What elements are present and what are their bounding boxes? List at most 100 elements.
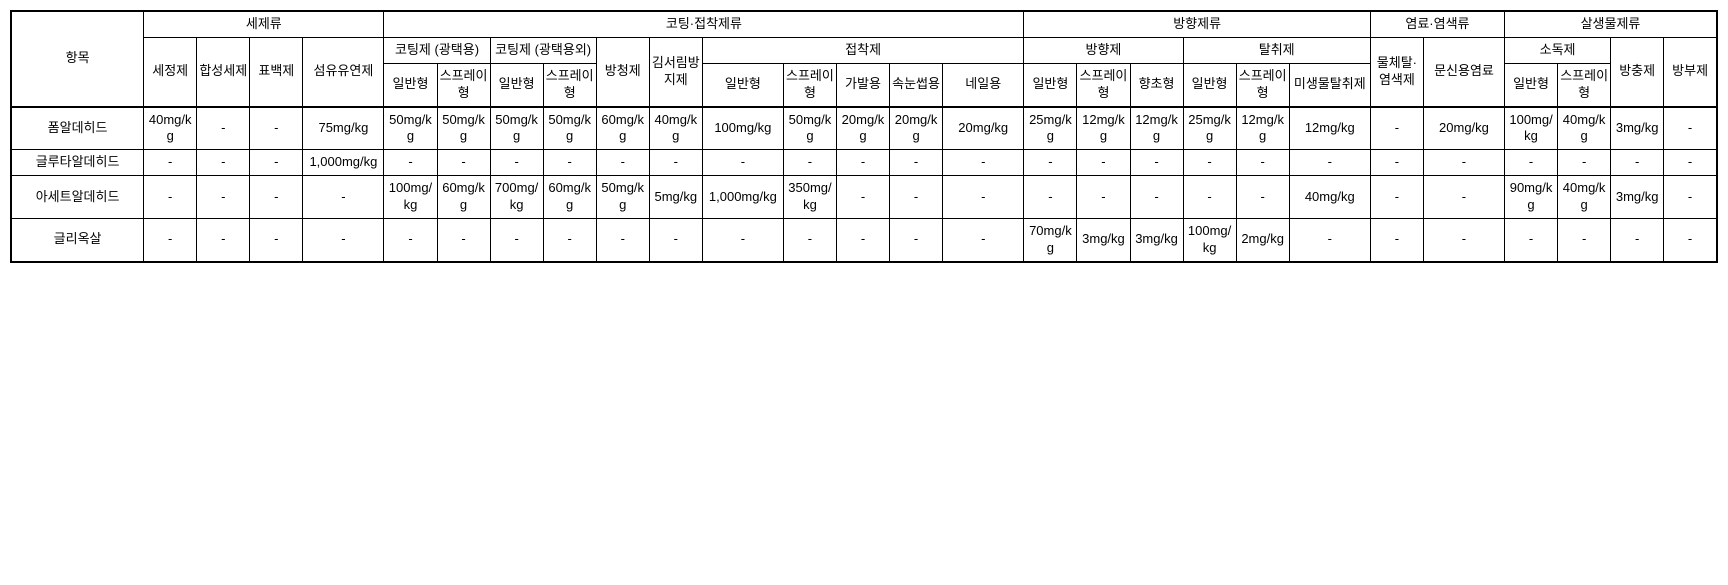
- data-cell: 20mg/kg: [836, 107, 889, 150]
- data-cell: -: [144, 219, 197, 262]
- header-rust: 방청제: [596, 37, 649, 106]
- data-cell: -: [1183, 176, 1236, 219]
- header-cleaner: 세정제: [144, 37, 197, 106]
- data-cell: -: [1611, 219, 1664, 262]
- data-cell: -: [836, 176, 889, 219]
- data-cell: -: [1130, 176, 1183, 219]
- data-cell: 12mg/kg: [1289, 107, 1370, 150]
- header-deodorant-general: 일반형: [1183, 63, 1236, 106]
- data-cell: -: [1236, 176, 1289, 219]
- data-cell: 50mg/kg: [596, 176, 649, 219]
- data-cell: -: [702, 150, 783, 176]
- header-g4: 염료·염색류: [1370, 11, 1504, 37]
- header-adhesive-spray: 스프레이형: [783, 63, 836, 106]
- data-cell: -: [1423, 219, 1504, 262]
- header-coat-nongloss: 코팅제 (광택용외): [490, 37, 596, 63]
- data-cell: -: [1236, 150, 1289, 176]
- header-disinfect-general: 일반형: [1505, 63, 1558, 106]
- data-cell: 50mg/kg: [437, 107, 490, 150]
- data-cell: -: [783, 219, 836, 262]
- data-cell: -: [144, 176, 197, 219]
- data-cell: 2mg/kg: [1236, 219, 1289, 262]
- header-synth: 합성세제: [197, 37, 250, 106]
- data-cell: 60mg/kg: [596, 107, 649, 150]
- header-g2: 코팅·접착제류: [384, 11, 1024, 37]
- header-adhesive-household: 가발용: [836, 63, 889, 106]
- data-cell: 40mg/kg: [1558, 107, 1611, 150]
- header-adhesive: 접착제: [702, 37, 1024, 63]
- header-deodorant-spray: 스프레이형: [1236, 63, 1289, 106]
- header-bleach: 표백제: [250, 37, 303, 106]
- data-cell: -: [303, 219, 384, 262]
- header-coat-gloss-general: 일반형: [384, 63, 437, 106]
- table-row: 아세트알데히드----100mg/kg60mg/kg700mg/kg60mg/k…: [11, 176, 1717, 219]
- data-cell: -: [543, 150, 596, 176]
- data-cell: 70mg/kg: [1024, 219, 1077, 262]
- data-cell: -: [1664, 176, 1717, 219]
- header-coat-gloss-spray: 스프레이형: [437, 63, 490, 106]
- data-cell: 50mg/kg: [783, 107, 836, 150]
- data-cell: -: [1558, 150, 1611, 176]
- header-fragrance: 방향제: [1024, 37, 1183, 63]
- data-cell: 5mg/kg: [649, 176, 702, 219]
- data-cell: -: [197, 219, 250, 262]
- data-cell: -: [490, 150, 543, 176]
- data-cell: -: [783, 150, 836, 176]
- data-cell: -: [649, 219, 702, 262]
- data-cell: 90mg/kg: [1505, 176, 1558, 219]
- data-cell: -: [303, 176, 384, 219]
- data-cell: -: [384, 150, 437, 176]
- data-cell: 1,000mg/kg: [303, 150, 384, 176]
- header-deodorant-microbial: 미생물탈취제: [1289, 63, 1370, 106]
- data-cell: -: [1183, 150, 1236, 176]
- data-cell: -: [490, 219, 543, 262]
- data-cell: 12mg/kg: [1077, 107, 1130, 150]
- data-cell: -: [197, 176, 250, 219]
- limits-table: 항목 세제류 코팅·접착제류 방향제류 염료·염색류 살생물제류 세정제 합성세…: [10, 10, 1718, 263]
- data-cell: -: [250, 150, 303, 176]
- data-cell: -: [1289, 219, 1370, 262]
- data-cell: 3mg/kg: [1611, 107, 1664, 150]
- header-coat-gloss: 코팅제 (광택용): [384, 37, 490, 63]
- header-dyeremover: 물체탈·염색제: [1370, 37, 1423, 106]
- data-cell: 1,000mg/kg: [702, 176, 783, 219]
- data-cell: -: [1370, 107, 1423, 150]
- data-cell: -: [1505, 150, 1558, 176]
- data-cell: 100mg/kg: [1505, 107, 1558, 150]
- header-tattoo: 문신용염료: [1423, 37, 1504, 106]
- data-cell: -: [1289, 150, 1370, 176]
- table-row: 폼알데히드40mg/kg--75mg/kg50mg/kg50mg/kg50mg/…: [11, 107, 1717, 150]
- header-coat-nongloss-general: 일반형: [490, 63, 543, 106]
- data-cell: 700mg/kg: [490, 176, 543, 219]
- data-cell: -: [836, 219, 889, 262]
- data-cell: -: [1423, 176, 1504, 219]
- data-cell: -: [1611, 150, 1664, 176]
- data-cell: -: [596, 150, 649, 176]
- data-cell: -: [1370, 219, 1423, 262]
- data-cell: 25mg/kg: [1183, 107, 1236, 150]
- data-cell: 20mg/kg: [943, 107, 1024, 150]
- data-cell: -: [250, 176, 303, 219]
- data-cell: -: [1664, 219, 1717, 262]
- data-cell: 40mg/kg: [1289, 176, 1370, 219]
- header-adhesive-nail: 네일용: [943, 63, 1024, 106]
- data-cell: -: [649, 150, 702, 176]
- data-cell: -: [1130, 150, 1183, 176]
- data-cell: -: [1370, 176, 1423, 219]
- data-cell: -: [890, 150, 943, 176]
- data-cell: -: [197, 107, 250, 150]
- header-g1: 세제류: [144, 11, 384, 37]
- data-cell: -: [596, 219, 649, 262]
- data-cell: 3mg/kg: [1077, 219, 1130, 262]
- data-cell: 12mg/kg: [1130, 107, 1183, 150]
- row-label: 폼알데히드: [11, 107, 144, 150]
- data-cell: 60mg/kg: [543, 176, 596, 219]
- header-fragrance-candle: 향초형: [1130, 63, 1183, 106]
- data-cell: -: [1423, 150, 1504, 176]
- header-disinfect: 소독제: [1505, 37, 1611, 63]
- data-cell: 40mg/kg: [1558, 176, 1611, 219]
- header-disinfect-spray: 스프레이형: [1558, 63, 1611, 106]
- data-cell: -: [250, 107, 303, 150]
- data-cell: 3mg/kg: [1611, 176, 1664, 219]
- data-cell: -: [543, 219, 596, 262]
